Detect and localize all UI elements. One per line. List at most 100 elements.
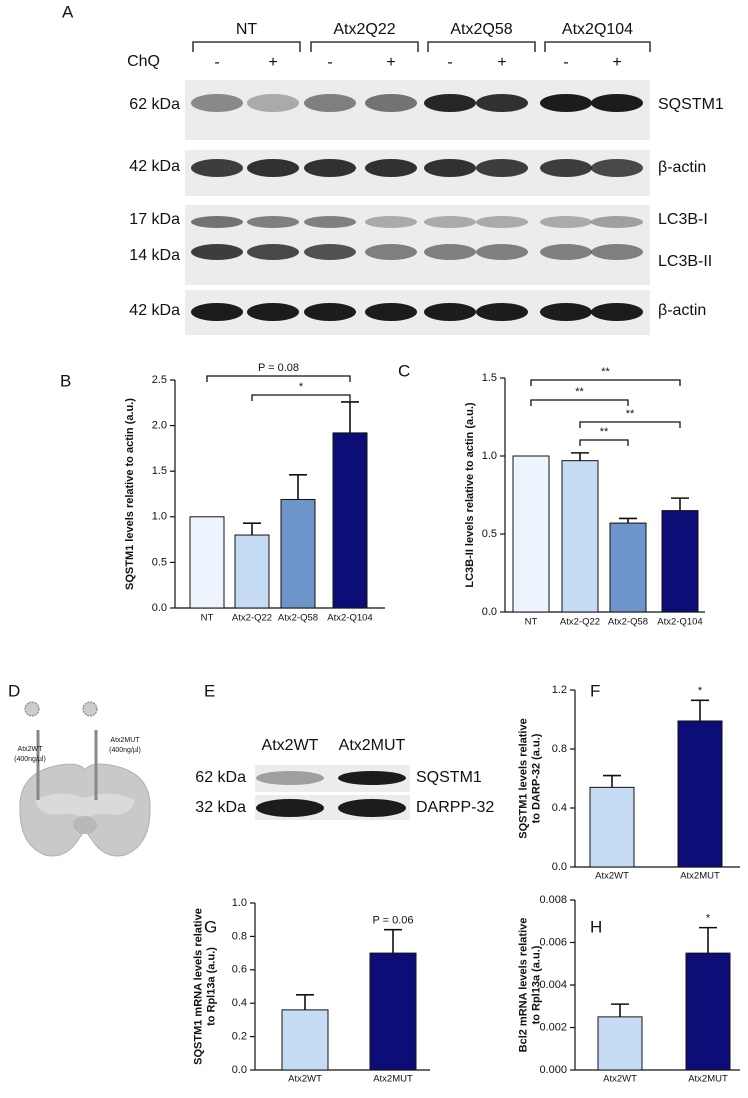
bar — [332, 432, 368, 609]
y-axis-label: SQSTM1 levels relative to actin (a.u.) — [124, 398, 136, 590]
blot-band — [540, 303, 592, 321]
bar — [661, 510, 699, 613]
blot-band — [304, 159, 356, 177]
panel-letter: F — [590, 681, 600, 700]
significance-label: * — [698, 685, 703, 697]
x-tick-label: Atx2WT — [603, 1074, 637, 1085]
bar — [189, 516, 225, 609]
blot-band — [540, 159, 592, 177]
y-axis-label: to DARP-32 (a.u.) — [530, 733, 542, 823]
y-axis-label: to Rpl13a (a.u.) — [205, 947, 217, 1026]
blot-band — [256, 771, 324, 785]
size-label: 32 kDa — [195, 799, 246, 816]
x-tick-label: Atx2-Q58 — [278, 613, 318, 624]
significance-label: * — [706, 913, 711, 925]
significance-label: ** — [575, 386, 584, 398]
protein-label: DARPP-32 — [416, 799, 494, 816]
y-tick-label: 1.5 — [152, 465, 167, 477]
blot-band — [365, 303, 417, 321]
significance-label: ** — [600, 426, 609, 438]
blot-band — [365, 159, 417, 177]
size-label: 17 kDa — [129, 211, 180, 228]
size-label: 62 kDa — [195, 769, 246, 786]
blot-band — [191, 216, 243, 228]
bar — [369, 952, 417, 1071]
bar — [609, 522, 647, 613]
blot-band — [476, 159, 528, 177]
size-label: 62 kDa — [129, 96, 180, 113]
error-bar — [603, 774, 621, 788]
group-label: NT — [236, 21, 258, 38]
x-tick-label: Atx2MUT — [680, 871, 720, 882]
x-tick-label: Atx2-Q104 — [657, 617, 702, 628]
y-axis-label: SQSTM1 levels relative — [517, 718, 529, 838]
panel-letter: H — [590, 917, 602, 936]
y-tick-label: 0.4 — [232, 997, 247, 1009]
significance-label: * — [299, 381, 304, 393]
blot-band — [591, 159, 643, 177]
blot-band — [591, 244, 643, 260]
group-label: Atx2Q58 — [450, 21, 512, 38]
error-bar — [289, 474, 307, 500]
panel-letter: A — [62, 2, 74, 21]
y-tick-label: 1.0 — [232, 897, 247, 909]
x-tick-label: Atx2MUT — [688, 1074, 728, 1085]
lane-label: - — [563, 54, 568, 71]
lane-label: + — [497, 54, 506, 71]
y-tick-label: 0.006 — [539, 936, 567, 948]
blot-band — [191, 94, 243, 112]
significance-bracket — [530, 379, 681, 386]
y-axis-label: Bcl2 mRNA levels relative — [517, 918, 529, 1053]
lane-label: - — [214, 54, 219, 71]
blot-band — [365, 244, 417, 260]
panel-letter: E — [204, 681, 215, 700]
y-tick-label: 0.4 — [552, 802, 567, 814]
error-bar — [611, 1003, 629, 1017]
blot-band — [424, 94, 476, 112]
y-tick-label: 1.2 — [552, 684, 567, 696]
significance-bracket — [579, 421, 681, 428]
group-bracket — [427, 41, 536, 52]
lane-label: - — [327, 54, 332, 71]
y-tick-label: 0.8 — [232, 930, 247, 942]
brain-diagram — [19, 701, 151, 857]
protein-label: SQSTM1 — [658, 96, 724, 113]
y-tick-label: 0.008 — [539, 894, 567, 906]
group-bracket — [192, 41, 301, 52]
error-bar — [619, 517, 637, 524]
blot-band — [476, 94, 528, 112]
blot-band — [191, 303, 243, 321]
y-tick-label: 1.0 — [152, 511, 167, 523]
y-tick-label: 0.5 — [152, 556, 167, 568]
protein-label: LC3B-II — [658, 253, 712, 270]
blot-band — [304, 303, 356, 321]
blot-band — [424, 216, 476, 228]
panel-letter: D — [8, 681, 20, 700]
y-tick-label: 0.6 — [232, 964, 247, 976]
y-tick-label: 0.0 — [152, 602, 167, 614]
y-tick-label: 0.5 — [482, 528, 497, 540]
bar — [561, 460, 599, 613]
blot-band — [591, 303, 643, 321]
injection-label: (400ng/µl) — [109, 747, 141, 754]
blot-band — [540, 216, 592, 228]
y-tick-label: 2.0 — [152, 420, 167, 432]
x-tick-label: Atx2WT — [288, 1074, 322, 1085]
blot-band — [247, 159, 299, 177]
bar — [512, 455, 550, 613]
blot-band — [591, 94, 643, 112]
group-bracket — [310, 41, 419, 52]
panel-letter: G — [204, 917, 217, 936]
error-bar — [341, 401, 359, 433]
size-label: 42 kDa — [129, 158, 180, 175]
y-tick-label: 0.0 — [232, 1064, 247, 1076]
blot-band — [540, 244, 592, 260]
x-tick-label: Atx2-Q104 — [327, 613, 372, 624]
error-bar — [699, 926, 717, 954]
blot-band — [365, 94, 417, 112]
protein-label: LC3B-I — [658, 211, 708, 228]
group-label: Atx2Q22 — [333, 21, 395, 38]
y-axis-label: LC3B-II levels relative to actin (a.u.) — [464, 402, 476, 588]
lane-label: + — [612, 54, 621, 71]
